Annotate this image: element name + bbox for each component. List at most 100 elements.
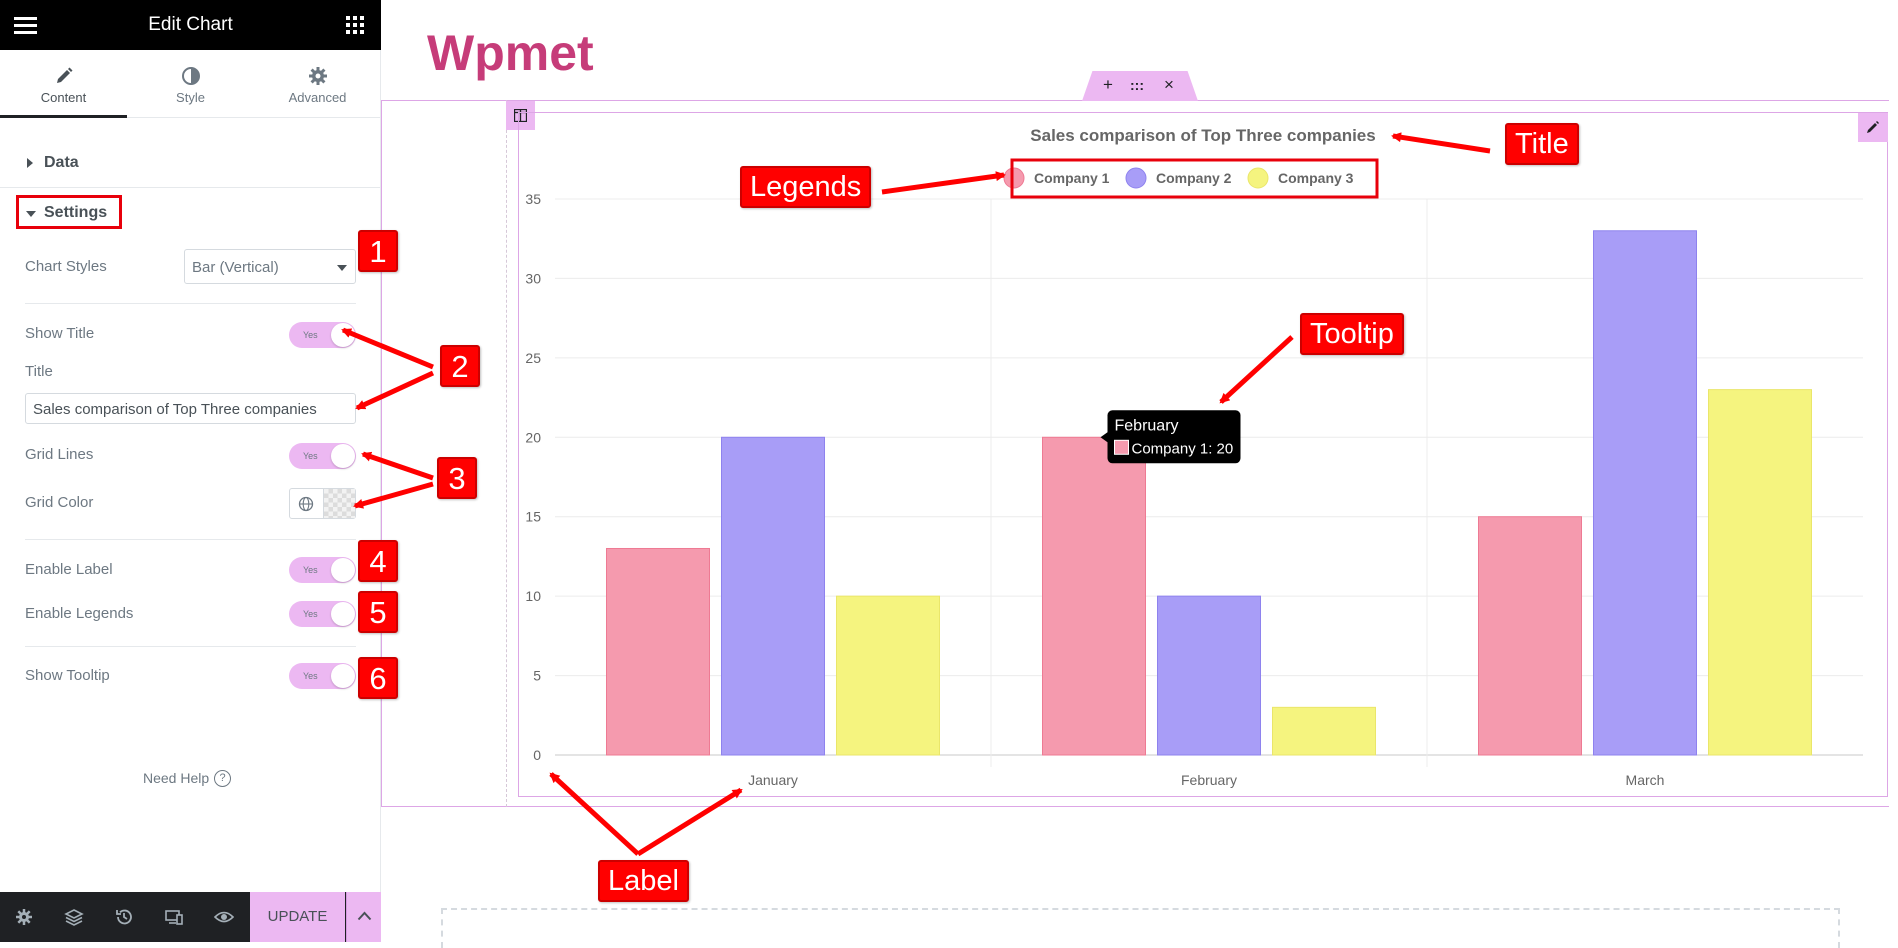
y-tick-label: 5 bbox=[533, 668, 541, 684]
label-callout: Label bbox=[598, 860, 689, 902]
editor-panel: Edit Chart Content Style Advanced Data S… bbox=[0, 0, 381, 942]
section-handle[interactable]: + ::: × bbox=[1082, 71, 1198, 101]
y-tick-label: 15 bbox=[525, 509, 541, 525]
tab-content[interactable]: Content bbox=[0, 50, 127, 118]
bar-chart: Sales comparison of Top Three companies … bbox=[525, 126, 1863, 788]
color-swatch[interactable] bbox=[323, 489, 355, 518]
tooltip-title: February bbox=[1115, 417, 1179, 434]
empty-section-dropzone[interactable] bbox=[441, 908, 1840, 948]
chart-y-labels: 0 5 10 15 20 25 30 35 bbox=[525, 191, 541, 763]
bar-company-1-january bbox=[606, 547, 710, 756]
close-icon[interactable]: × bbox=[1164, 75, 1174, 94]
grid-color-picker[interactable] bbox=[289, 488, 356, 519]
chart-bars bbox=[606, 230, 1812, 756]
legend-swatch bbox=[1247, 167, 1269, 189]
bar-company-1-march bbox=[1478, 516, 1582, 756]
help-icon[interactable]: ? bbox=[214, 770, 231, 787]
bar-company-2-february bbox=[1157, 595, 1261, 756]
badge-5: 5 bbox=[358, 591, 398, 633]
chart-legend: Company 1 Company 2 Company 3 bbox=[1003, 167, 1354, 189]
column-outline bbox=[506, 100, 507, 807]
badge-4: 4 bbox=[358, 540, 398, 582]
column-handle[interactable] bbox=[506, 101, 535, 130]
y-tick-label: 20 bbox=[525, 429, 541, 445]
contrast-icon bbox=[181, 67, 200, 85]
gear-icon bbox=[308, 67, 327, 85]
show-title-toggle[interactable]: Yes bbox=[289, 322, 356, 348]
tooltip-pointer bbox=[1100, 432, 1108, 443]
bar-company-2-january bbox=[721, 436, 825, 756]
title-callout: Title bbox=[1505, 123, 1579, 165]
eye-icon[interactable] bbox=[214, 907, 234, 927]
section-data[interactable]: Data bbox=[0, 138, 381, 188]
widget-outline bbox=[518, 112, 1888, 797]
toggle-knob bbox=[331, 444, 355, 468]
gear-icon[interactable] bbox=[14, 907, 34, 927]
need-help-link[interactable]: Need Help bbox=[143, 770, 210, 786]
chart-tooltip: February Company 1: 20 bbox=[1100, 410, 1241, 464]
enable-legends-toggle[interactable]: Yes bbox=[289, 601, 356, 627]
globe-icon[interactable] bbox=[298, 496, 314, 512]
tooltip-swatch bbox=[1114, 439, 1129, 455]
pencil-icon bbox=[1867, 121, 1879, 133]
update-options-button[interactable] bbox=[346, 892, 381, 942]
divider bbox=[25, 539, 356, 540]
title-label: Title bbox=[25, 363, 53, 380]
update-button[interactable]: UPDATE bbox=[250, 892, 345, 942]
bar-company-1-february bbox=[1042, 436, 1146, 756]
grid-color-label: Grid Color bbox=[25, 494, 94, 511]
y-tick-label: 25 bbox=[525, 350, 541, 366]
y-tick-label: 30 bbox=[525, 270, 541, 286]
chart-styles-value: Bar (Vertical) bbox=[192, 259, 279, 276]
divider bbox=[25, 303, 356, 304]
section-data-label: Data bbox=[44, 154, 79, 171]
toggle-yes-text: Yes bbox=[303, 609, 318, 619]
show-title-label: Show Title bbox=[25, 325, 95, 342]
chart-styles-select[interactable]: Bar (Vertical) bbox=[184, 249, 356, 284]
site-title: Wpmet bbox=[427, 25, 594, 81]
panel-tabs: Content Style Advanced bbox=[0, 50, 381, 118]
tab-style-label: Style bbox=[176, 90, 205, 105]
edit-widget-button[interactable] bbox=[1858, 113, 1888, 142]
enable-label-label: Enable Label bbox=[25, 561, 113, 578]
badge-2: 2 bbox=[440, 345, 480, 387]
tooltip-value: Company 1: 20 bbox=[1132, 440, 1234, 457]
chart-styles-label: Chart Styles bbox=[25, 258, 107, 275]
grid-lines-toggle[interactable]: Yes bbox=[289, 443, 356, 469]
legend-swatch bbox=[1003, 167, 1025, 189]
show-tooltip-label: Show Tooltip bbox=[25, 667, 110, 684]
add-section-icon[interactable]: + bbox=[1103, 75, 1113, 94]
x-tick-label: January bbox=[748, 772, 798, 788]
x-tick-label: February bbox=[1181, 772, 1237, 788]
caret-down-icon bbox=[26, 211, 36, 217]
pencil-icon bbox=[56, 67, 72, 83]
toggle-yes-text: Yes bbox=[303, 330, 318, 340]
toggle-yes-text: Yes bbox=[303, 451, 318, 461]
chart-title: Sales comparison of Top Three companies bbox=[1030, 126, 1375, 145]
legend-label: Company 3 bbox=[1278, 170, 1354, 186]
menu-icon[interactable] bbox=[14, 17, 37, 34]
badge-3: 3 bbox=[437, 457, 477, 499]
enable-legends-label: Enable Legends bbox=[25, 605, 134, 622]
legend-label: Company 1 bbox=[1034, 170, 1110, 186]
tab-style[interactable]: Style bbox=[127, 50, 254, 118]
title-input[interactable]: Sales comparison of Top Three companies bbox=[25, 393, 356, 424]
enable-label-toggle[interactable]: Yes bbox=[289, 557, 356, 583]
y-tick-label: 0 bbox=[533, 747, 541, 763]
show-tooltip-toggle[interactable]: Yes bbox=[289, 663, 356, 689]
layers-icon[interactable] bbox=[64, 907, 84, 927]
widgets-grid-icon[interactable] bbox=[346, 16, 364, 34]
bar-company-2-march bbox=[1593, 230, 1697, 756]
tab-advanced[interactable]: Advanced bbox=[254, 50, 381, 118]
grid-lines-label: Grid Lines bbox=[25, 446, 94, 463]
history-icon[interactable] bbox=[114, 907, 134, 927]
toggle-knob bbox=[331, 602, 355, 626]
chevron-up-icon bbox=[357, 911, 372, 921]
section-settings-label: Settings bbox=[44, 204, 108, 221]
legend-swatch bbox=[1125, 167, 1147, 189]
section-settings[interactable]: Settings bbox=[0, 188, 381, 238]
toggle-knob bbox=[331, 323, 355, 347]
drag-handle-icon[interactable]: ::: bbox=[1130, 77, 1144, 93]
responsive-icon[interactable] bbox=[164, 907, 184, 927]
legend-label: Company 2 bbox=[1156, 170, 1232, 186]
